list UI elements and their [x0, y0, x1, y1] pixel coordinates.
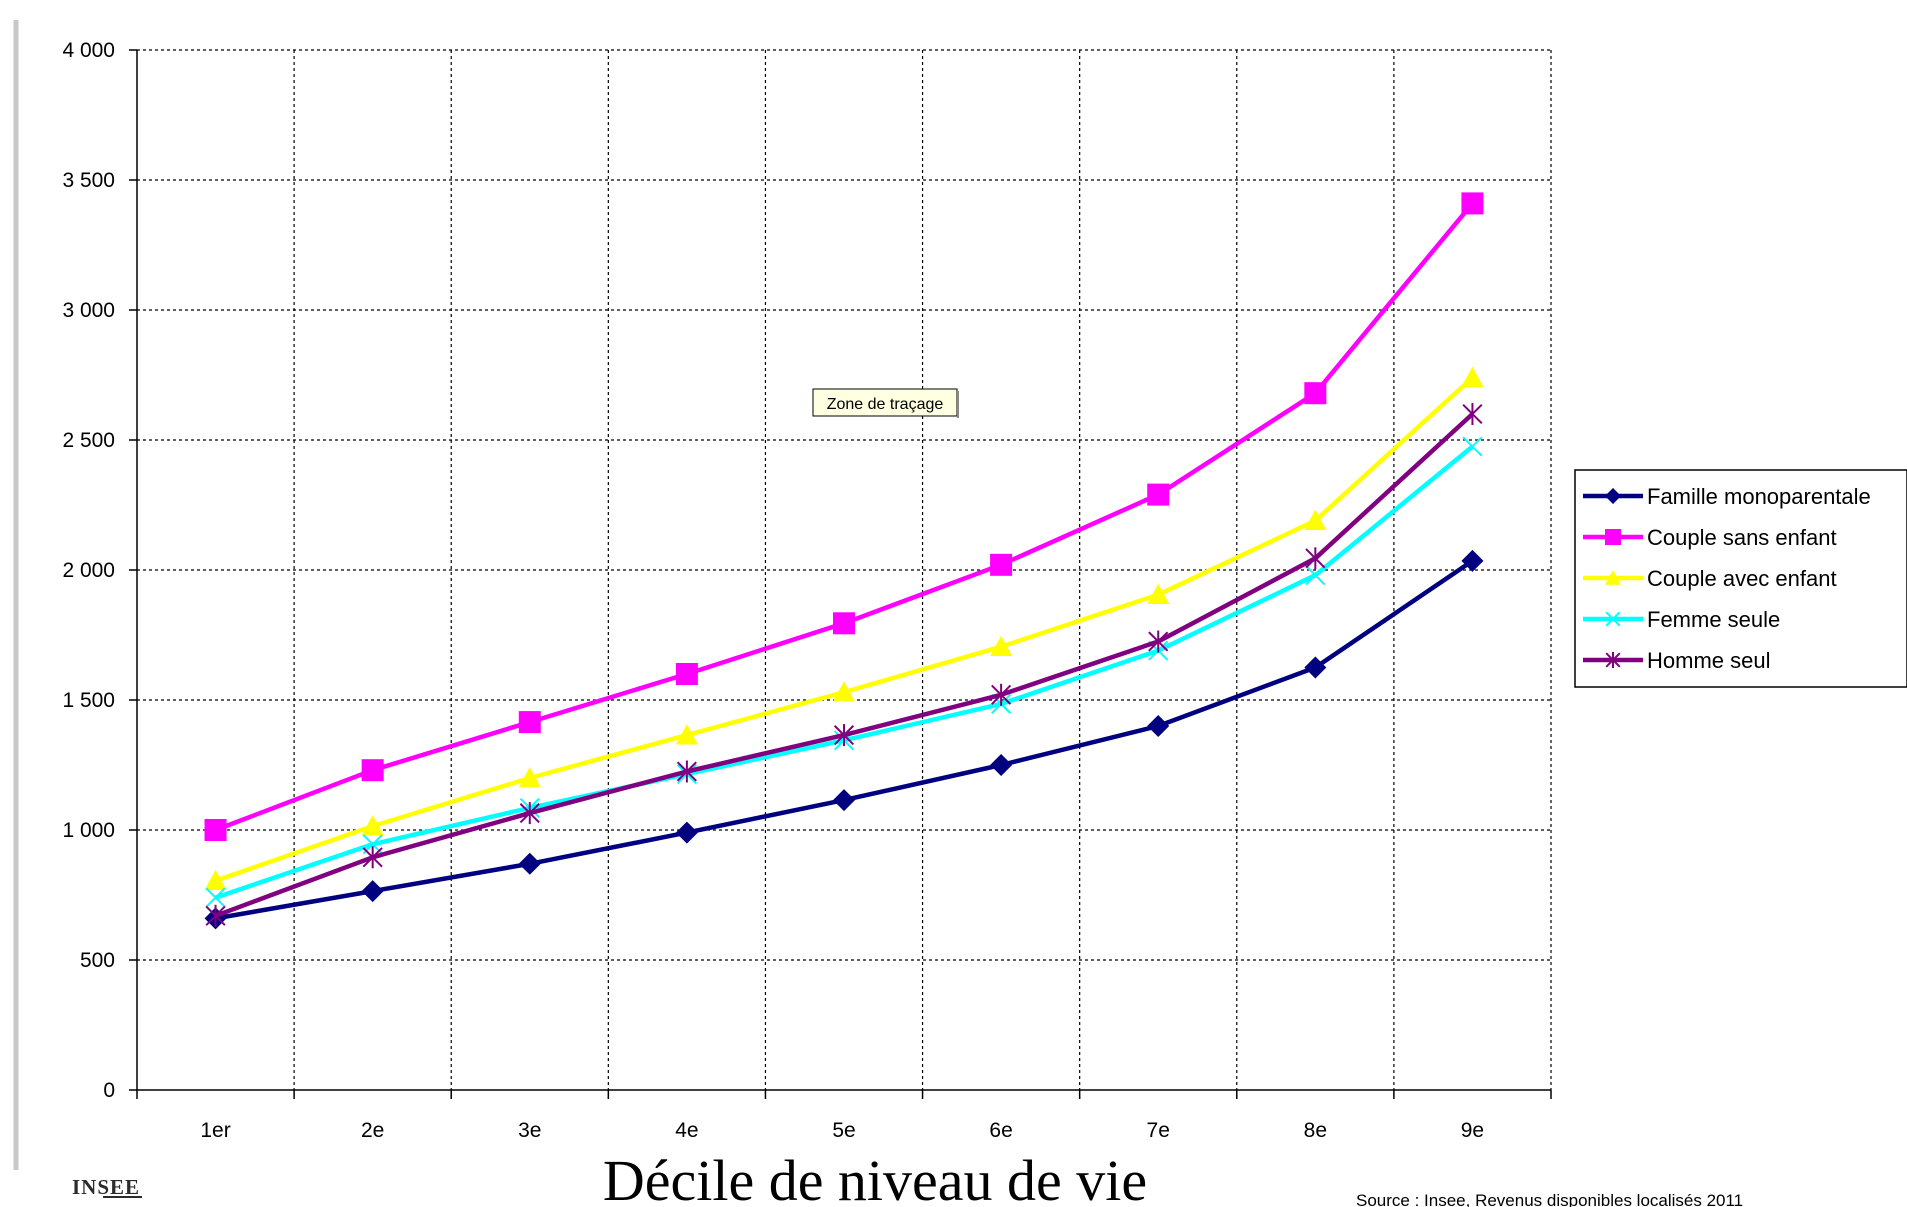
data-point — [1147, 483, 1170, 506]
series-markers — [204, 549, 1484, 930]
data-point — [1461, 192, 1484, 215]
data-point — [1605, 488, 1621, 504]
tooltip-text: Zone de traçage — [827, 396, 944, 413]
y-tick-label: 3 500 — [62, 169, 115, 192]
series-markers — [205, 403, 1483, 927]
data-point — [675, 821, 698, 844]
insee-logo: INSEE — [72, 1175, 140, 1199]
x-tick-label: 7e — [1147, 1119, 1170, 1142]
data-point — [1605, 570, 1621, 585]
data-point — [1605, 529, 1621, 545]
marker-stroke — [1605, 611, 1621, 627]
y-tick-labels: 0 500 1 000 1 500 2 000 2 500 3 000 3 500 4 000 — [62, 39, 115, 1102]
data-point — [1462, 403, 1483, 425]
data-point — [1304, 656, 1327, 679]
data-point — [1605, 652, 1621, 668]
y-tick-label: 500 — [80, 949, 115, 972]
data-point — [518, 767, 541, 788]
data-point — [519, 802, 540, 825]
data-point — [361, 880, 384, 903]
x-tick-label: 1er — [200, 1119, 230, 1142]
x-tick-label: 6e — [989, 1119, 1012, 1142]
data-point — [1605, 611, 1621, 627]
data-point — [518, 852, 541, 875]
y-tick-label: 2 000 — [62, 559, 115, 582]
data-point — [990, 754, 1013, 776]
plot-area-tooltip: Zone de traçage — [812, 388, 959, 418]
data-point — [204, 869, 227, 891]
data-point — [204, 819, 227, 841]
x-tick-label: 2e — [361, 1119, 384, 1142]
x-tick-label: 8e — [1304, 1119, 1327, 1142]
y-tick-label: 1 000 — [62, 819, 115, 842]
legend-label: Couple avec enfant — [1647, 566, 1837, 591]
data-point — [205, 904, 226, 927]
marker-stroke — [1462, 436, 1483, 457]
x-tick-labels: 1er 2e 3e 4e 5e 6e 7e 8e 9e — [200, 1119, 1484, 1142]
x-axis-title: Décile de niveau de vie — [603, 1148, 1147, 1207]
data-point — [991, 683, 1012, 706]
x-tick-label: 5e — [832, 1119, 855, 1142]
data-point — [1462, 436, 1483, 457]
legend-item: Homme seul — [1583, 648, 1770, 673]
x-tick-label: 3e — [518, 1119, 541, 1142]
data-point — [1304, 509, 1327, 530]
legend-item: Couple avec enfant — [1583, 566, 1837, 591]
source-note: Source : Insee, Revenus disponibles loca… — [1356, 1191, 1743, 1207]
x-tick-label: 9e — [1461, 1119, 1484, 1142]
data-point — [676, 760, 697, 783]
data-point — [362, 846, 383, 869]
data-point — [675, 724, 698, 745]
data-point — [1147, 583, 1170, 605]
marker-stroke — [1305, 565, 1326, 586]
data-point — [518, 711, 541, 734]
legend-item: Femme seule — [1583, 607, 1780, 632]
legend-item: Couple sans enfant — [1583, 525, 1837, 550]
data-point — [205, 887, 226, 908]
legend-label: Homme seul — [1647, 648, 1770, 673]
data-point — [990, 635, 1013, 657]
legend-item: Famille monoparentale — [1583, 484, 1871, 509]
data-point — [1461, 549, 1484, 572]
data-point — [1147, 715, 1170, 737]
data-point — [1461, 366, 1484, 387]
data-point — [1305, 565, 1326, 586]
data-point — [1304, 382, 1327, 405]
series-markers — [204, 192, 1484, 841]
y-tick-label: 1 500 — [62, 689, 115, 712]
y-tick-label: 0 — [103, 1079, 115, 1102]
axes — [129, 49, 1552, 1099]
marker-stroke — [205, 887, 226, 908]
legend-label: Couple sans enfant — [1647, 525, 1837, 550]
data-point — [833, 681, 855, 702]
data-point — [833, 612, 855, 635]
data-point — [1305, 547, 1326, 570]
x-tick-label: 4e — [675, 1119, 698, 1142]
data-point — [361, 759, 384, 782]
data-point — [833, 724, 855, 747]
data-point — [833, 789, 855, 812]
data-point — [990, 553, 1013, 576]
y-tick-label: 4 000 — [62, 39, 115, 62]
y-tick-label: 2 500 — [62, 429, 115, 452]
series-lines — [204, 192, 1484, 930]
data-point — [675, 663, 698, 685]
legend-label: Femme seule — [1647, 607, 1780, 632]
legend-label: Famille monoparentale — [1647, 484, 1871, 509]
data-point — [361, 815, 384, 836]
series-markers — [204, 366, 1484, 891]
grid-lines — [137, 49, 1552, 1090]
y-tick-label: 3 000 — [62, 299, 115, 322]
legend: Famille monoparentale Couple sans enfant C… — [1574, 469, 1907, 688]
data-point — [1148, 630, 1169, 653]
